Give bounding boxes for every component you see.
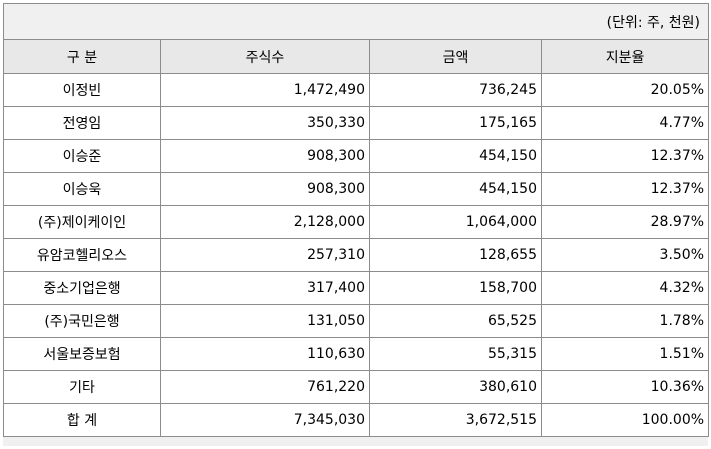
row-shares-cell: 2,128,000 — [160, 205, 370, 239]
header-row: 구 분 주식수 금액 지분율 — [3, 39, 710, 74]
row-shares-cell: 110,630 — [160, 337, 370, 371]
header-ratio: 지분율 — [540, 39, 710, 74]
row-amount-cell: 454,150 — [369, 172, 542, 206]
row-amount-cell: 454,150 — [369, 139, 542, 173]
table-row: 이승준 908,300 454,150 12.37% — [3, 139, 710, 173]
table-row: (주)제이케이인 2,128,000 1,064,000 28.97% — [3, 205, 710, 239]
row-ratio-cell: 1.51% — [540, 337, 710, 371]
row-name-cell: 유암코헬리오스 — [3, 238, 161, 272]
row-shares-cell: 908,300 — [160, 139, 370, 173]
row-ratio-cell: 28.97% — [540, 205, 710, 239]
shareholder-table: (단위: 주, 천원) 구 분 주식수 금액 지분율 이정빈 1,472,490 7… — [2, 3, 710, 437]
row-shares-cell: 257,310 — [160, 238, 370, 272]
row-name-cell: 중소기업은행 — [3, 271, 161, 305]
table-row: 기타 761,220 380,610 10.36% — [3, 370, 710, 404]
unit-note: (단위: 주, 천원) — [2, 3, 710, 40]
total-row: 합 계 7,345,030 3,672,515 100.00% — [3, 403, 710, 437]
row-shares-cell: 908,300 — [160, 172, 370, 206]
row-name-cell: 기타 — [3, 370, 161, 404]
row-amount-cell: 128,655 — [369, 238, 542, 272]
row-amount-cell: 1,064,000 — [369, 205, 542, 239]
row-amount-cell: 736,245 — [369, 73, 542, 107]
row-name-cell: (주)제이케이인 — [3, 205, 161, 239]
row-shares-cell: 131,050 — [160, 304, 370, 338]
row-ratio-cell: 3.50% — [540, 238, 710, 272]
row-name-cell: 이승준 — [3, 139, 161, 173]
table-row: 유암코헬리오스 257,310 128,655 3.50% — [3, 238, 710, 272]
header-shares: 주식수 — [160, 39, 370, 74]
unit-row: (단위: 주, 천원) — [2, 3, 710, 40]
row-shares-cell: 1,472,490 — [160, 73, 370, 107]
row-ratio-cell: 100.00% — [540, 403, 710, 437]
row-name-cell: (주)국민은행 — [3, 304, 161, 338]
row-name-cell: 이정빈 — [3, 73, 161, 107]
header-category: 구 분 — [3, 39, 161, 74]
row-ratio-cell: 10.36% — [540, 370, 710, 404]
row-shares-cell: 761,220 — [160, 370, 370, 404]
row-shares-cell: 350,330 — [160, 106, 370, 140]
row-name-cell: 전영임 — [3, 106, 161, 140]
row-name-cell: 합 계 — [3, 403, 161, 437]
row-name-cell: 이승욱 — [3, 172, 161, 206]
row-amount-cell: 65,525 — [369, 304, 542, 338]
row-shares-cell: 7,345,030 — [160, 403, 370, 437]
row-name-cell: 서울보증보험 — [3, 337, 161, 371]
table-row: 이승욱 908,300 454,150 12.37% — [3, 172, 710, 206]
table-row: (주)국민은행 131,050 65,525 1.78% — [3, 304, 710, 338]
row-ratio-cell: 1.78% — [540, 304, 710, 338]
row-shares-cell: 317,400 — [160, 271, 370, 305]
row-amount-cell: 380,610 — [369, 370, 542, 404]
row-amount-cell: 55,315 — [369, 337, 542, 371]
shareholder-table-container: (단위: 주, 천원) 구 분 주식수 금액 지분율 이정빈 1,472,490 7… — [2, 3, 710, 446]
header-amount: 금액 — [369, 39, 542, 74]
table-row: 전영임 350,330 175,165 4.77% — [3, 106, 710, 140]
row-amount-cell: 3,672,515 — [369, 403, 542, 437]
row-amount-cell: 175,165 — [369, 106, 542, 140]
row-ratio-cell: 20.05% — [540, 73, 710, 107]
row-ratio-cell: 4.32% — [540, 271, 710, 305]
row-ratio-cell: 4.77% — [540, 106, 710, 140]
table-row: 서울보증보험 110,630 55,315 1.51% — [3, 337, 710, 371]
table-row: 이정빈 1,472,490 736,245 20.05% — [3, 73, 710, 107]
row-ratio-cell: 12.37% — [540, 172, 710, 206]
row-amount-cell: 158,700 — [369, 271, 542, 305]
row-ratio-cell: 12.37% — [540, 139, 710, 173]
table-row: 중소기업은행 317,400 158,700 4.32% — [3, 271, 710, 305]
